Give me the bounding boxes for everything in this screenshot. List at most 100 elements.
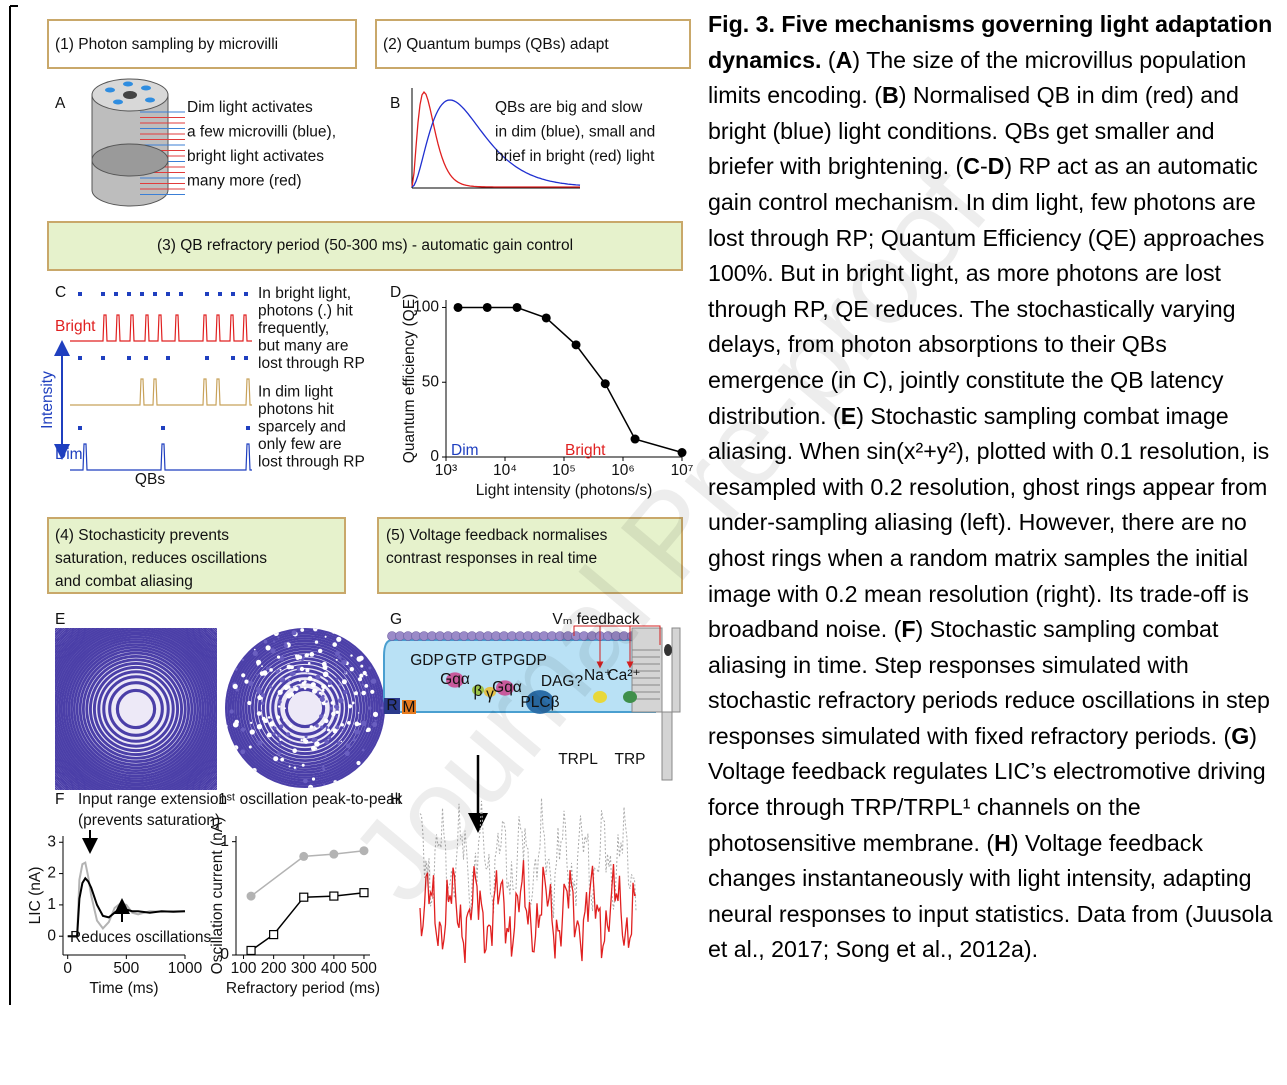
- ring: [102, 675, 170, 743]
- noise-speck: [283, 643, 288, 648]
- rhabdomere: [631, 627, 681, 781]
- f-label: Input range extension: [78, 791, 227, 808]
- noise-speck: [336, 636, 342, 642]
- photon-dot: [205, 356, 209, 360]
- noise-speck: [370, 689, 375, 694]
- microvillus-active: [123, 81, 133, 87]
- marker: [246, 945, 256, 956]
- noise-speck: [290, 686, 294, 689]
- noise-speck: [307, 676, 313, 681]
- photon-dot: [244, 356, 248, 360]
- g-label: TRPL: [558, 751, 598, 768]
- header: and combat aliasing: [55, 573, 193, 590]
- ring: [236, 639, 374, 777]
- noise-speck: [308, 784, 314, 788]
- page-body: (1) Photon sampling by microvilli (2) Qua…: [9, 0, 1280, 1012]
- y-tick-label: 1: [47, 896, 56, 913]
- header: (3) QB refractory period (50-300 ms) - a…: [157, 237, 573, 254]
- marker: [571, 340, 581, 350]
- ring: [261, 664, 349, 752]
- panel-text: photons (.) hit: [258, 303, 353, 320]
- membrane-bead: [491, 631, 501, 641]
- noise-speck: [327, 680, 332, 685]
- protein: [593, 691, 607, 703]
- microvillus-active: [105, 87, 115, 93]
- c-label: Dim: [55, 446, 83, 463]
- header-box: [47, 19, 357, 69]
- photon-dot: [78, 426, 82, 430]
- photon-dot: [144, 356, 148, 360]
- panel-text: lost through RP: [258, 454, 365, 471]
- caption-text: ) Stochastic sampling combat image alias…: [708, 402, 1270, 643]
- g-label: Vₘ feedback: [552, 611, 639, 628]
- ring: [115, 688, 157, 730]
- qb-trace: [70, 378, 252, 406]
- panel-text: In dim light: [258, 384, 334, 401]
- marker: [512, 302, 522, 312]
- noise-speck: [327, 728, 330, 732]
- noise-speck: [349, 667, 354, 672]
- qb-trace: [70, 443, 252, 471]
- f-label: 1ˢᵗ oscillation peak-to-peak: [218, 791, 403, 808]
- panel-text: many more (red): [187, 173, 302, 190]
- noise-speck: [280, 757, 285, 762]
- noise-speck: [256, 674, 258, 676]
- noise-speck: [248, 680, 254, 687]
- g-label: PLCβ: [520, 694, 559, 711]
- ring: [70, 643, 202, 775]
- membrane-bead: [403, 631, 413, 641]
- membrane-bead: [571, 631, 581, 641]
- noise-speck: [291, 630, 297, 636]
- ring: [72, 645, 200, 773]
- noise-speck: [332, 728, 338, 734]
- g-label: GDP: [410, 652, 444, 669]
- membrane-bead: [611, 631, 621, 641]
- noise-speck: [350, 654, 353, 657]
- noise-speck: [279, 724, 284, 729]
- noise-speck: [279, 738, 282, 741]
- protein: [472, 684, 484, 696]
- membrane-bead: [499, 631, 509, 641]
- caption-bold: A: [835, 46, 853, 73]
- noise-speck: [277, 742, 282, 746]
- photon-dot: [231, 292, 235, 296]
- noise-speck: [318, 648, 323, 654]
- g-label: Gqα: [492, 679, 522, 696]
- noise-speck: [319, 722, 321, 724]
- y-tick-label: 1: [220, 833, 229, 850]
- ring: [108, 681, 164, 737]
- noise-speck: [341, 659, 347, 666]
- panel-letter: C: [55, 284, 66, 301]
- noise-speck: [256, 724, 263, 730]
- noise-speck: [286, 732, 291, 737]
- noise-speck: [361, 690, 367, 696]
- noise-speck: [283, 653, 286, 656]
- noise-speck: [332, 631, 335, 634]
- y-tick-label: 0: [220, 946, 229, 963]
- g-label: β: [474, 683, 483, 700]
- noise-speck: [256, 688, 263, 694]
- marker: [541, 313, 551, 323]
- marker: [359, 888, 369, 898]
- protein: [496, 680, 514, 696]
- noise-speck: [283, 719, 286, 722]
- noise-speck: [324, 754, 327, 757]
- panel-letter: G: [390, 611, 402, 628]
- membrane-bead: [427, 631, 437, 641]
- marker: [630, 434, 640, 444]
- noise-speck: [372, 722, 378, 727]
- membrane-bead: [443, 631, 453, 641]
- photon-dot: [244, 292, 248, 296]
- marker: [299, 851, 309, 861]
- noise-speck: [365, 729, 369, 733]
- noise-speck: [321, 688, 325, 692]
- cylinder-core: [123, 91, 137, 99]
- header-box: [375, 19, 691, 69]
- g-label: γ: [486, 686, 494, 703]
- noise-speck: [323, 783, 326, 786]
- marker: [246, 891, 256, 901]
- panel-letter: F: [55, 791, 64, 808]
- noise-speck: [310, 682, 316, 688]
- y-axis-label: Oscillation current (nA): [209, 817, 226, 975]
